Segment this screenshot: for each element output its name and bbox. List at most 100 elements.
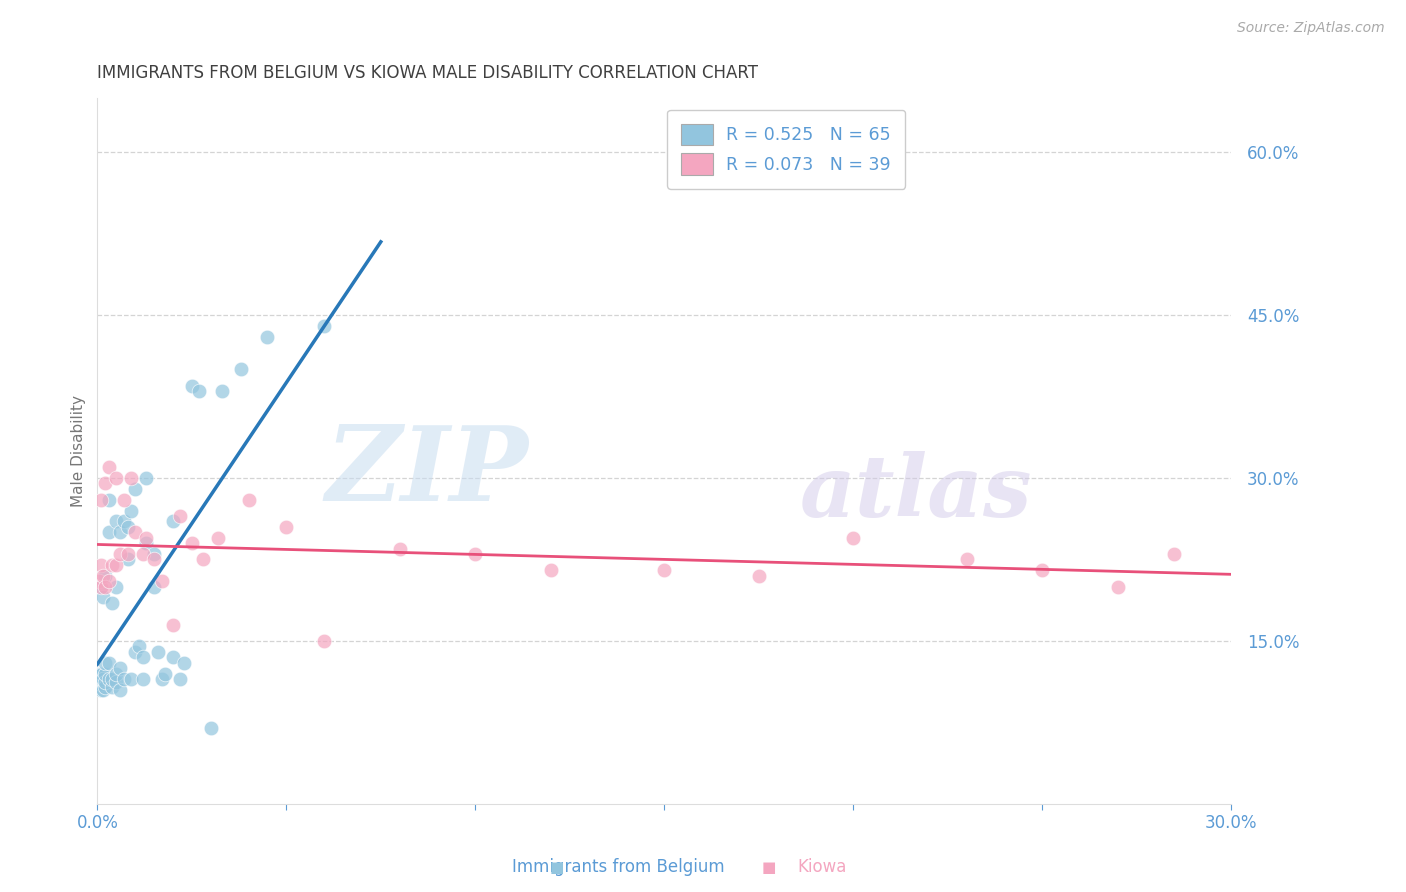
Point (112, 492, 135, 507)
Point (101, 558, 124, 572)
Point (108, 661, 131, 675)
Point (117, 547, 139, 561)
Point (89, 672, 111, 686)
Point (131, 547, 153, 561)
Point (173, 656, 195, 670)
Point (135, 471, 157, 485)
Point (143, 547, 166, 561)
Point (120, 503, 142, 517)
Point (89, 672, 111, 686)
Point (188, 384, 211, 398)
Point (105, 558, 128, 572)
Point (1163, 547, 1185, 561)
Point (652, 563, 675, 577)
Legend: R = 0.525   N = 65, R = 0.073   N = 39: R = 0.525 N = 65, R = 0.073 N = 39 (668, 110, 905, 188)
Point (90, 666, 112, 681)
Point (89, 574, 111, 589)
Text: atlas: atlas (800, 451, 1033, 535)
Point (180, 378, 202, 392)
Point (112, 515, 135, 529)
Point (89, 666, 111, 681)
Point (135, 536, 157, 550)
Point (229, 362, 252, 376)
Point (180, 536, 202, 550)
Point (90, 580, 112, 594)
Point (128, 640, 150, 654)
Point (388, 541, 411, 556)
Point (150, 574, 173, 589)
Point (94, 680, 117, 694)
Point (112, 672, 135, 686)
Point (200, 721, 222, 735)
Point (91, 591, 114, 605)
Point (97, 492, 120, 507)
Point (207, 531, 229, 545)
Text: ZIP: ZIP (325, 421, 529, 523)
Point (108, 682, 131, 697)
Point (105, 580, 128, 594)
Point (1107, 580, 1129, 594)
Point (955, 552, 977, 566)
Point (90, 558, 112, 572)
Point (89, 672, 111, 686)
Point (101, 680, 124, 694)
Point (540, 563, 562, 577)
Point (94, 476, 117, 491)
Point (143, 552, 166, 566)
Point (256, 329, 278, 343)
Point (97, 525, 120, 540)
Point (120, 672, 142, 686)
Point (193, 552, 215, 566)
Point (89, 672, 111, 686)
Point (276, 520, 298, 534)
Point (120, 471, 142, 485)
Point (105, 666, 128, 681)
Text: Immigrants from Belgium: Immigrants from Belgium (512, 858, 725, 876)
Point (94, 656, 117, 670)
Point (162, 515, 184, 529)
Point (91, 666, 114, 681)
Point (842, 531, 865, 545)
Point (101, 596, 124, 610)
Point (90, 492, 112, 507)
Point (108, 547, 131, 561)
Point (105, 675, 128, 690)
Point (238, 492, 260, 507)
Point (91, 672, 114, 686)
Point (124, 482, 146, 496)
Point (108, 525, 131, 540)
Point (101, 672, 124, 686)
Point (97, 656, 120, 670)
Text: Kiowa: Kiowa (797, 858, 848, 876)
Y-axis label: Male Disability: Male Disability (72, 395, 86, 507)
Point (131, 650, 153, 665)
Point (94, 580, 117, 594)
Point (91, 568, 114, 582)
Point (90, 682, 112, 697)
Point (146, 645, 169, 659)
Text: ■: ■ (550, 861, 564, 875)
Point (1031, 563, 1053, 577)
Point (90, 672, 112, 686)
Point (105, 471, 128, 485)
Point (169, 672, 191, 686)
Point (211, 384, 233, 398)
Point (90, 580, 112, 594)
Point (131, 672, 153, 686)
Text: Source: ZipAtlas.com: Source: ZipAtlas.com (1237, 21, 1385, 35)
Point (97, 574, 120, 589)
Point (150, 672, 173, 686)
Point (90, 677, 112, 691)
Point (314, 634, 336, 648)
Point (91, 682, 114, 697)
Point (90, 672, 112, 686)
Point (87, 672, 110, 686)
Point (105, 515, 128, 529)
Point (162, 617, 184, 632)
Point (117, 520, 139, 534)
Point (748, 568, 770, 582)
Point (94, 675, 117, 690)
Point (143, 580, 166, 594)
Point (89, 666, 111, 681)
Text: ■: ■ (762, 861, 776, 875)
